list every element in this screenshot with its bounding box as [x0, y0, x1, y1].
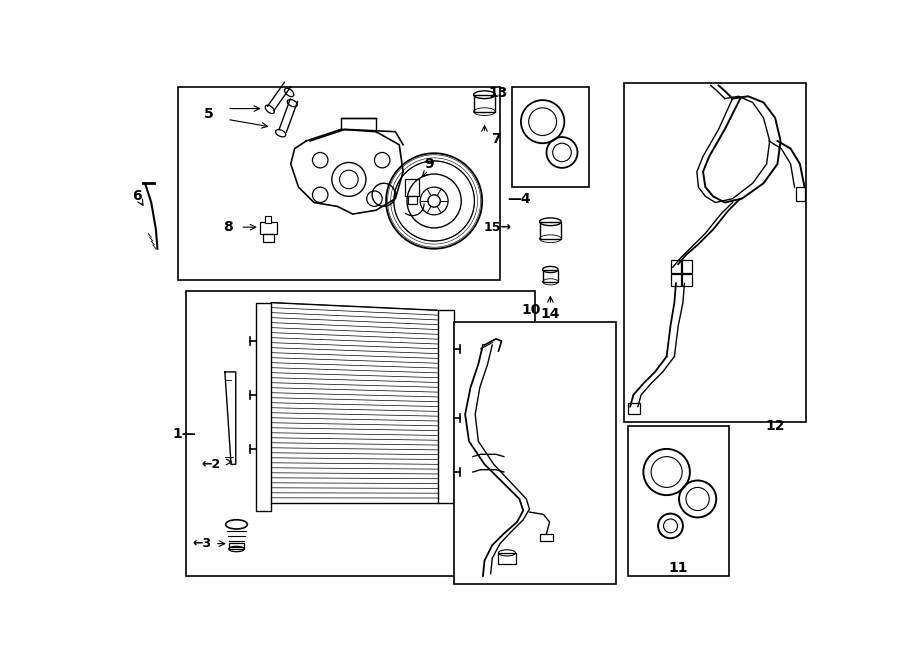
Bar [670, 274, 680, 286]
Bar [454, 322, 616, 584]
Bar [511, 87, 590, 187]
Bar [229, 543, 244, 549]
Bar [473, 95, 495, 112]
Text: 14: 14 [541, 307, 560, 321]
Bar [670, 260, 680, 272]
Text: 6: 6 [132, 189, 142, 204]
Text: 10: 10 [521, 303, 541, 317]
Bar [796, 187, 806, 201]
Bar [178, 87, 500, 280]
Bar [438, 310, 454, 503]
Text: 15→: 15→ [483, 221, 511, 233]
Bar [266, 215, 272, 223]
Text: 8: 8 [223, 220, 232, 234]
Bar [628, 403, 640, 414]
Text: —4: —4 [508, 192, 531, 206]
Text: 5: 5 [203, 107, 213, 121]
Text: 7: 7 [491, 132, 500, 146]
Bar [408, 196, 417, 204]
Text: 9: 9 [424, 157, 434, 171]
Bar [499, 553, 516, 564]
Bar [263, 234, 274, 242]
Text: 12: 12 [765, 419, 785, 433]
Bar [539, 222, 562, 239]
Bar [540, 533, 553, 541]
Bar [543, 270, 558, 282]
Bar [260, 222, 277, 234]
Text: 11: 11 [669, 561, 688, 575]
Text: 13: 13 [489, 86, 508, 100]
Bar [624, 83, 806, 422]
Text: ←2: ←2 [202, 458, 220, 471]
Bar [405, 179, 419, 196]
Text: 1—: 1— [173, 426, 196, 440]
Bar [682, 260, 692, 272]
Bar [628, 426, 729, 576]
Bar [682, 274, 692, 286]
Text: ←3: ←3 [193, 537, 212, 550]
Bar [186, 291, 535, 576]
Bar [256, 303, 272, 510]
